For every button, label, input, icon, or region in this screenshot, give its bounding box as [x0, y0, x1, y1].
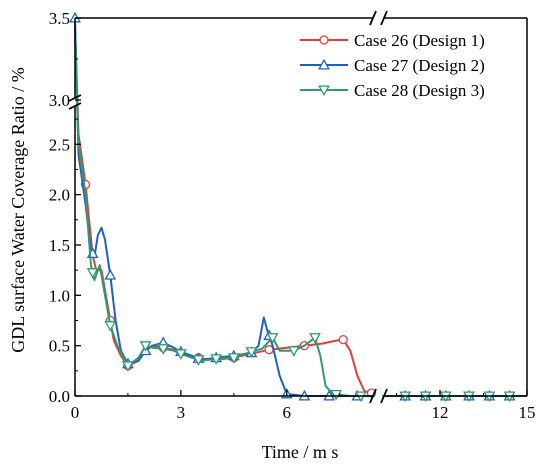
y-tick-label: 3.0 [49, 91, 70, 110]
x-axis-label: Time / m s [262, 442, 339, 462]
data-point-marker [227, 353, 240, 364]
y-axis-label: GDL surface Water Coverage Ratio / % [8, 67, 28, 352]
y-tick-label: 1.0 [49, 286, 70, 305]
legend-label: Case 26 (Design 1) [354, 31, 485, 50]
legend: Case 26 (Design 1) Case 27 (Design 2) Case… [300, 31, 485, 100]
y-tick-label: 2.0 [49, 186, 70, 205]
data-point-marker [309, 333, 321, 344]
series-line [74, 17, 375, 397]
y-tick-label: 3.5 [49, 9, 70, 28]
legend-item-1: Case 26 (Design 1) [300, 31, 485, 50]
data-point-marker [210, 354, 223, 365]
axes-layer [68, 10, 528, 404]
x-axis-break-top-b [380, 10, 388, 26]
data-point-marker [245, 347, 258, 358]
data-point-marker [174, 349, 187, 360]
data-point-marker [330, 389, 343, 401]
series-line [74, 26, 376, 395]
data-point-marker [287, 346, 300, 357]
data-point-marker [266, 333, 279, 344]
y-tick-label: 0.0 [49, 387, 70, 406]
y-axis-break-a [68, 94, 82, 102]
x-axis-break-bottom-b [380, 388, 388, 404]
data-point-marker [104, 321, 117, 332]
data-point-marker [122, 361, 134, 372]
x-tick-label: 3 [177, 403, 186, 422]
y-tick-label: 2.5 [49, 135, 70, 154]
x-axis-break-top-a [369, 10, 377, 26]
legend-label: Case 27 (Design 2) [354, 56, 485, 75]
y-axis-break-b [68, 102, 82, 110]
data-point-marker [139, 341, 152, 352]
x-tick-label: 6 [283, 403, 292, 422]
legend-marker [318, 58, 330, 70]
legend-marker [318, 85, 330, 97]
y-tick-label: 1.5 [49, 236, 70, 255]
data-point-marker [86, 268, 99, 279]
x-axis-break-bottom-a [369, 388, 377, 404]
legend-item-2: Case 27 (Design 2) [300, 56, 485, 75]
data-point-marker [338, 334, 348, 345]
legend-marker [319, 35, 329, 45]
x-tick-label: 15 [519, 403, 536, 422]
ticks-layer: 0.0 0.5 1.0 1.5 2.0 2.5 3.0 3.5 0 3 6 12 15 [49, 9, 536, 422]
data-point-marker [192, 355, 205, 366]
legend-label: Case 28 (Design 3) [354, 81, 485, 100]
y-tick-label: 0.5 [49, 337, 70, 356]
legend-item-3: Case 28 (Design 3) [300, 81, 485, 100]
data-point-marker [157, 344, 170, 355]
x-tick-label: 0 [71, 403, 80, 422]
x-tick-label: 12 [432, 403, 449, 422]
data-point-marker [104, 269, 117, 280]
